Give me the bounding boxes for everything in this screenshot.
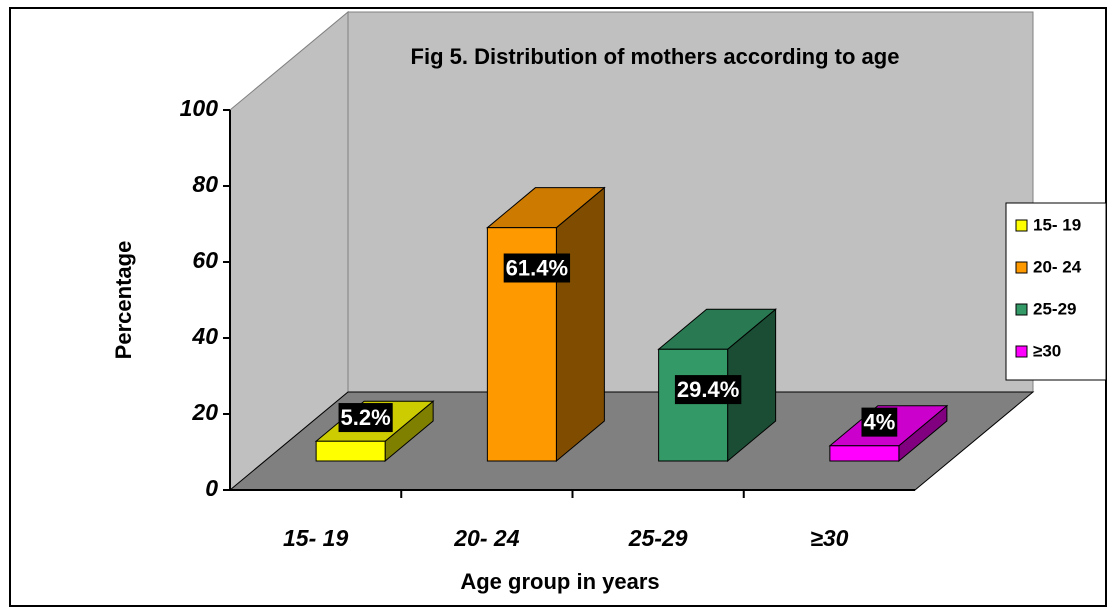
y-tick-label: 0 [205, 475, 218, 501]
x-tick-label: 15- 19 [283, 525, 348, 551]
y-tick-label: 20 [191, 399, 218, 425]
bar [829, 445, 900, 462]
legend-swatch [1015, 219, 1028, 232]
y-tick-label: 80 [192, 171, 218, 197]
x-axis-label: Age group in years [460, 569, 659, 594]
legend-swatch [1015, 303, 1028, 316]
legend-label: 25-29 [1033, 299, 1076, 318]
legend-label: 15- 19 [1033, 215, 1081, 234]
x-tick-label: 25-29 [628, 525, 688, 551]
x-tick-label: 20- 24 [453, 525, 519, 551]
legend-swatch [1015, 345, 1028, 358]
value-label-bg [503, 253, 571, 283]
value-label-bg [861, 407, 898, 437]
value-label: 4% [863, 410, 895, 435]
bar [315, 440, 386, 462]
y-tick-label: 60 [192, 247, 218, 273]
value-label: 61.4% [506, 255, 568, 280]
value-label: 5.2% [341, 405, 391, 430]
legend-swatch [1015, 261, 1028, 274]
value-label: 29.4% [677, 377, 739, 402]
legend-label: 20- 24 [1033, 257, 1082, 276]
y-tick-label: 100 [180, 95, 219, 121]
value-label-bg [674, 375, 742, 405]
y-tick-label: 40 [191, 323, 218, 349]
chart-title: Fig 5. Distribution of mothers according… [411, 44, 900, 69]
bar [658, 348, 729, 462]
x-tick-label: ≥30 [810, 525, 848, 551]
legend-label: ≥30 [1033, 341, 1061, 360]
y-axis-label: Percentage [111, 241, 136, 360]
bar-side [555, 186, 605, 463]
value-label-bg [338, 403, 393, 433]
